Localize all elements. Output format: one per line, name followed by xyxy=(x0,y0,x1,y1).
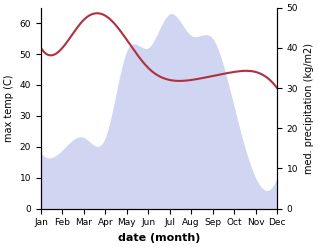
Y-axis label: med. precipitation (kg/m2): med. precipitation (kg/m2) xyxy=(304,43,314,174)
X-axis label: date (month): date (month) xyxy=(118,233,200,243)
Y-axis label: max temp (C): max temp (C) xyxy=(4,74,14,142)
